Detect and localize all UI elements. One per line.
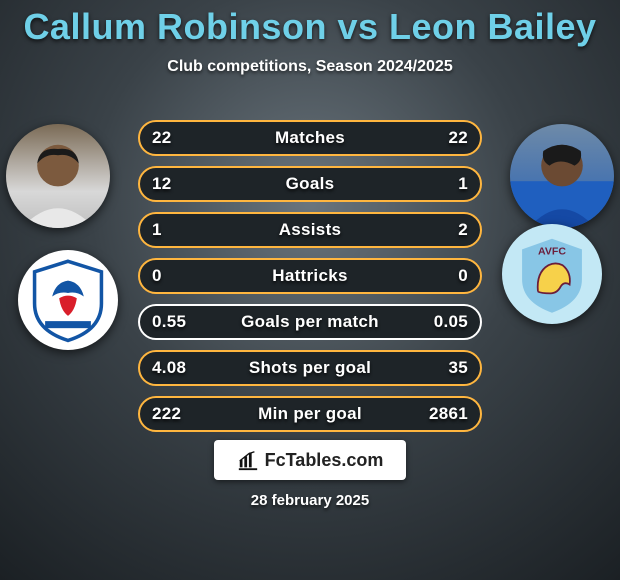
stat-value-left: 0	[152, 266, 162, 286]
player-left-avatar	[6, 124, 110, 228]
stat-value-left: 0.55	[152, 312, 186, 332]
club-crest-right: AVFC	[502, 224, 602, 324]
stat-label: Goals	[286, 174, 335, 194]
stat-value-right: 2	[458, 220, 468, 240]
stat-row: 12 Goals 1	[138, 166, 482, 202]
stat-label: Matches	[275, 128, 345, 148]
stat-value-right: 0	[458, 266, 468, 286]
stat-row: 22 Matches 22	[138, 120, 482, 156]
stat-value-right: 0.05	[434, 312, 468, 332]
stat-value-left: 222	[152, 404, 181, 424]
stat-label: Goals per match	[241, 312, 379, 332]
svg-text:AVFC: AVFC	[538, 246, 566, 258]
stat-value-right: 2861	[429, 404, 468, 424]
stat-value-right: 35	[448, 358, 468, 378]
stat-row: 222 Min per goal 2861	[138, 396, 482, 432]
stat-label: Hattricks	[272, 266, 347, 286]
stat-rows: 22Matches2212Goals11Assists20Hattricks00…	[138, 120, 482, 432]
stat-row: 0.55 Goals per match 0.05	[138, 304, 482, 340]
stat-value-left: 12	[152, 174, 172, 194]
club-crest-left	[18, 250, 118, 350]
stat-value-right: 22	[448, 128, 468, 148]
stat-row: 1 Assists 2	[138, 212, 482, 248]
player-right-avatar	[510, 124, 614, 228]
aston-villa-crest-icon: AVFC	[508, 230, 596, 318]
stat-label: Min per goal	[258, 404, 362, 424]
stat-value-left: 22	[152, 128, 172, 148]
page-title: Callum Robinson vs Leon Bailey	[0, 0, 620, 48]
stat-row: 0 Hattricks 0	[138, 258, 482, 294]
stat-label: Assists	[279, 220, 342, 240]
brand-box: FcTables.com	[214, 440, 406, 480]
stat-value-left: 1	[152, 220, 162, 240]
chart-icon	[237, 449, 259, 471]
date-label: 28 february 2025	[0, 492, 620, 509]
cardiff-crest-icon	[24, 256, 112, 344]
stat-value-left: 4.08	[152, 358, 186, 378]
stat-value-right: 1	[458, 174, 468, 194]
stat-label: Shots per goal	[249, 358, 371, 378]
brand-text: FcTables.com	[265, 450, 384, 471]
stat-row: 4.08 Shots per goal 35	[138, 350, 482, 386]
subtitle: Club competitions, Season 2024/2025	[0, 58, 620, 76]
